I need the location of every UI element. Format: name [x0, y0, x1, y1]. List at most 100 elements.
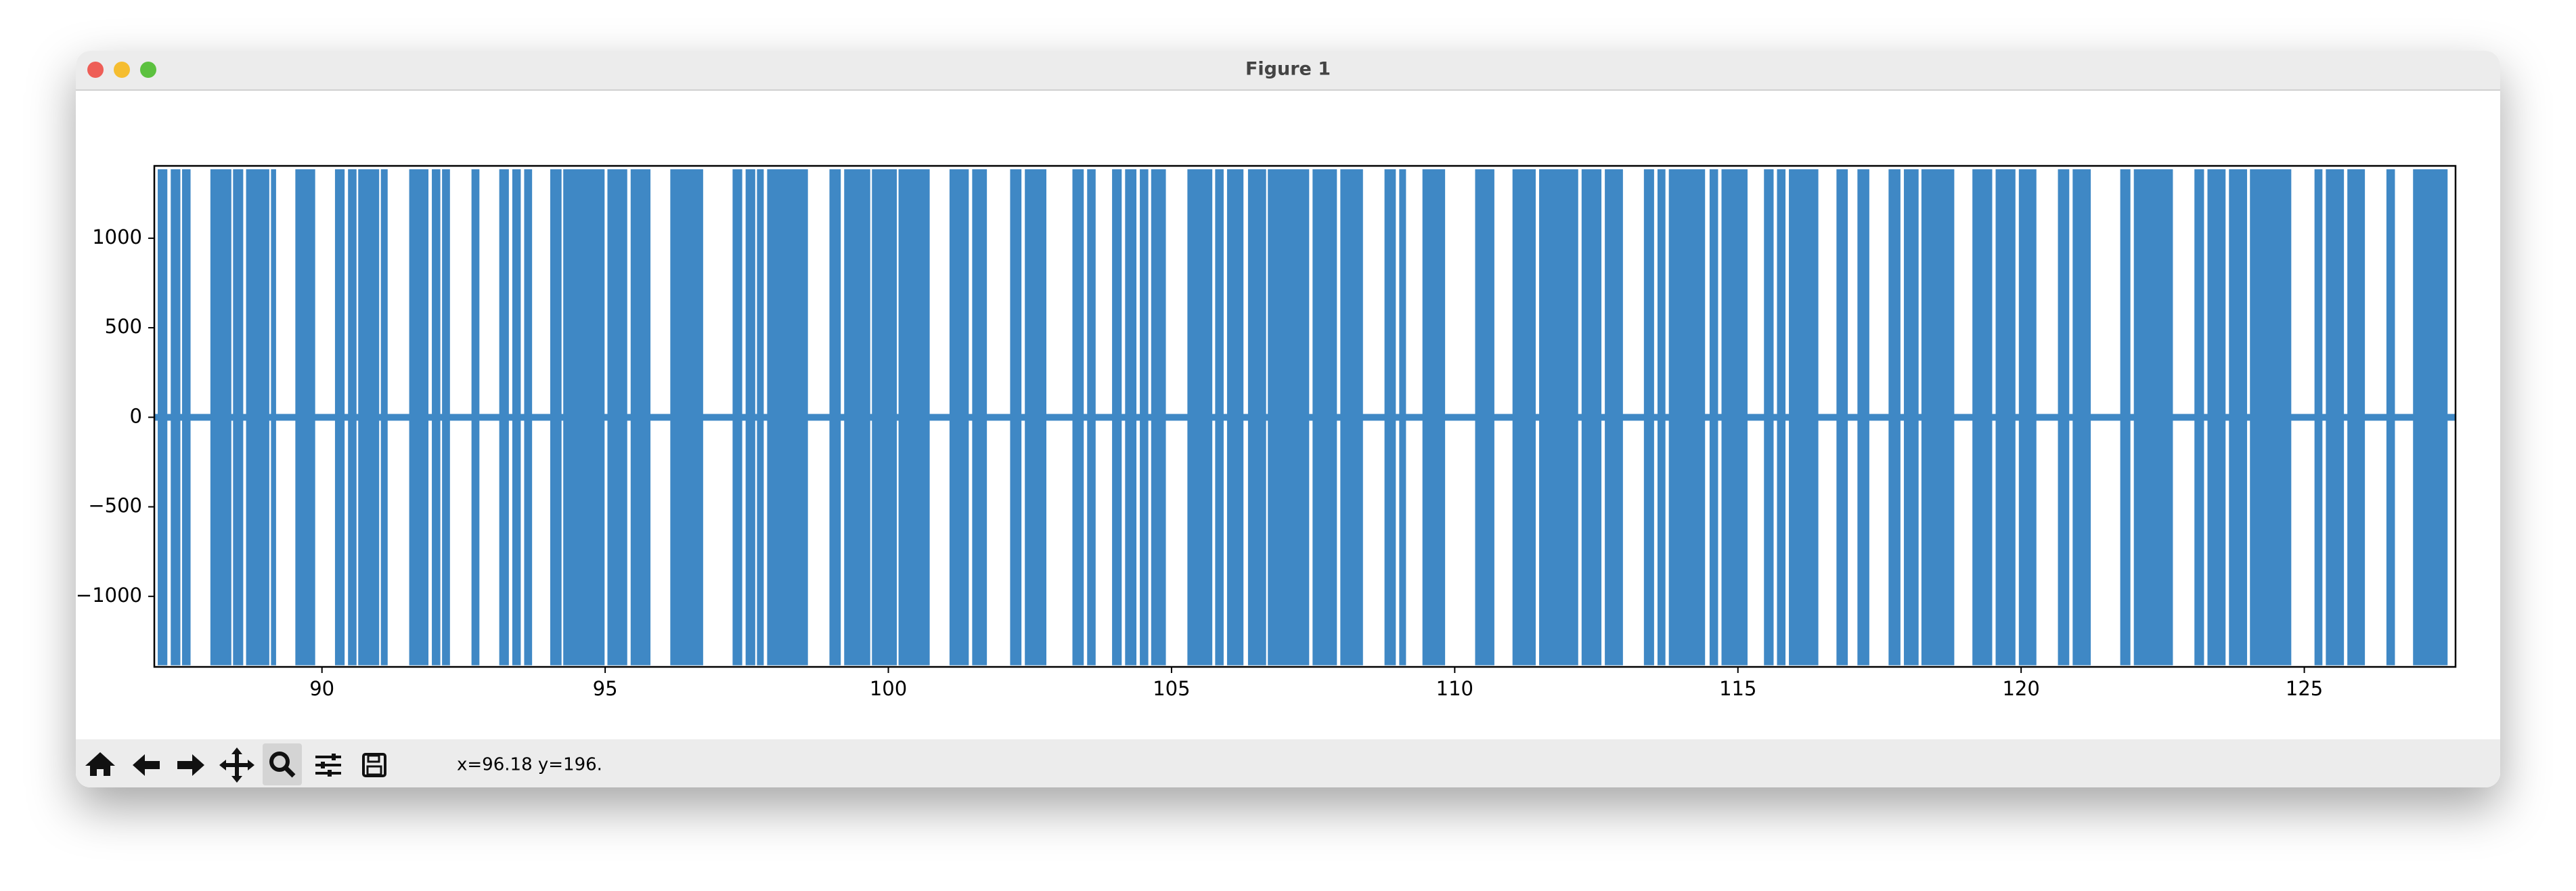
- signal-burst: [2314, 169, 2323, 666]
- signal-burst: [732, 169, 742, 666]
- minimize-button[interactable]: [114, 62, 130, 78]
- signal-burst: [2072, 169, 2091, 666]
- signal-burst: [2413, 169, 2448, 666]
- signal-burst: [949, 169, 969, 666]
- signal-burst: [2250, 169, 2292, 666]
- signal-burst: [1087, 169, 1096, 666]
- signal-burst: [233, 169, 244, 666]
- x-tick-label: 95: [593, 677, 618, 700]
- configure-button[interactable]: [315, 754, 341, 777]
- signal-burst: [1151, 169, 1166, 666]
- signal-burst: [2207, 169, 2226, 666]
- signal-burst: [334, 169, 345, 666]
- y-tick-label: −1000: [76, 584, 142, 607]
- signal-burst: [1112, 169, 1122, 666]
- signal-burst: [972, 169, 987, 666]
- signal-burst: [1777, 169, 1786, 666]
- signal-burst: [607, 169, 627, 666]
- y-tick-label: −500: [88, 494, 142, 517]
- signal-burst: [1789, 169, 1819, 666]
- signal-burst: [630, 169, 651, 666]
- zoom-window-button[interactable]: [140, 62, 156, 78]
- x-tick-label: 115: [1719, 677, 1756, 700]
- signal-burst: [512, 169, 521, 666]
- signal-burst: [1857, 169, 1869, 666]
- toolbar-buttons: [85, 743, 386, 785]
- signal-burst: [1187, 169, 1213, 666]
- signal-burst: [1888, 169, 1901, 666]
- save-button[interactable]: [362, 753, 386, 777]
- signal-burst: [1512, 169, 1536, 666]
- signal-burst: [1903, 169, 1919, 666]
- signal-burst: [844, 169, 870, 666]
- signal-burst: [872, 169, 897, 666]
- signal-burst: [1312, 169, 1337, 666]
- signal-burst: [499, 169, 509, 666]
- signal-burst: [271, 169, 276, 666]
- signal-burst: [380, 169, 388, 666]
- status-text: x=96.18 y=196.: [457, 755, 602, 775]
- signal-burst: [182, 169, 191, 666]
- signal-burst: [1215, 169, 1224, 666]
- signal-burst: [2347, 169, 2366, 666]
- signal-burst: [563, 169, 605, 666]
- signal-burst: [2018, 169, 2037, 666]
- signal-burst: [1226, 169, 1244, 666]
- signal-burst: [1668, 169, 1706, 666]
- plot: −1000 −500 0 500 1000 90 95 100 105 110 115 120 125: [76, 169, 2456, 700]
- signal-burst: [2326, 169, 2345, 666]
- close-button[interactable]: [87, 62, 104, 78]
- signal-burst: [246, 169, 269, 666]
- signal-burst: [745, 169, 755, 666]
- signal-burst: [1072, 169, 1084, 666]
- x-tick-label: 125: [2286, 677, 2323, 700]
- signal-burst: [670, 169, 703, 666]
- signal-burst: [158, 169, 168, 666]
- signal-burst: [1643, 169, 1654, 666]
- signal-burst: [524, 169, 533, 666]
- signal-burst: [210, 169, 231, 666]
- signal-burst: [2133, 169, 2173, 666]
- y-tick-label: 0: [130, 404, 142, 427]
- signal-burst: [1384, 169, 1396, 666]
- signal-burst: [1721, 169, 1748, 666]
- signal-burst: [1539, 169, 1578, 666]
- y-tick-label: 500: [105, 315, 142, 338]
- signal-burst: [1605, 169, 1623, 666]
- signal-burst: [1422, 169, 1446, 666]
- signal-burst: [2058, 169, 2070, 666]
- signal-burst: [1399, 169, 1406, 666]
- signal-burst: [1010, 169, 1022, 666]
- signal-burst: [295, 169, 315, 666]
- signal-burst: [471, 169, 480, 666]
- home-button[interactable]: [85, 752, 115, 776]
- signal-burst: [1140, 169, 1149, 666]
- signal-burst: [1340, 169, 1363, 666]
- signal-burst: [2386, 169, 2395, 666]
- x-tick-label: 105: [1153, 677, 1190, 700]
- signal-burst: [432, 169, 441, 666]
- toolbar: [76, 739, 2500, 787]
- signal-burst: [1581, 169, 1602, 666]
- forward-button[interactable]: [177, 754, 204, 776]
- signal-burst: [1025, 169, 1046, 666]
- signal-burst: [171, 169, 181, 666]
- back-button[interactable]: [133, 754, 160, 776]
- signal-burst: [1247, 169, 1266, 666]
- x-tick-label: 110: [1436, 677, 1473, 700]
- signal-burst: [348, 169, 357, 666]
- signal-burst: [1709, 169, 1718, 666]
- signal-burst: [1764, 169, 1774, 666]
- signal-burst: [358, 169, 380, 666]
- signal-burst: [1921, 169, 1955, 666]
- signal-burst: [898, 169, 930, 666]
- window-title: Figure 1: [1245, 59, 1331, 80]
- signal-burst: [550, 169, 562, 666]
- signal-burst: [2229, 169, 2248, 666]
- signal-burst: [757, 169, 764, 666]
- pan-button[interactable]: [219, 747, 254, 783]
- zoom-button[interactable]: [263, 743, 302, 785]
- signal-burst: [1475, 169, 1494, 666]
- x-tick-label: 90: [309, 677, 334, 700]
